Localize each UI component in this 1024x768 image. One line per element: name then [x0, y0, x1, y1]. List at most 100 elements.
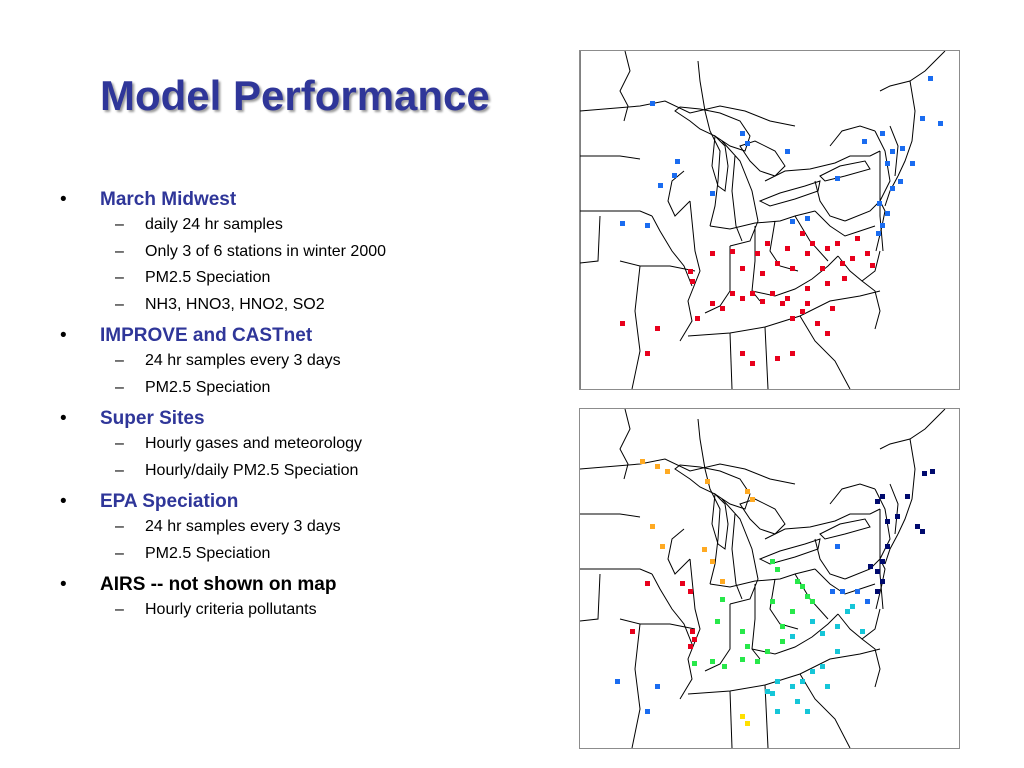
bullet-improve-castnet: • IMPROVE and CASTnet [60, 324, 530, 348]
station-marker [688, 589, 693, 594]
station-marker [810, 241, 815, 246]
bullet-text: AIRS -- not shown on map [100, 574, 337, 595]
station-marker [765, 241, 770, 246]
dash-icon: – [115, 378, 124, 396]
station-marker [715, 619, 720, 624]
station-marker [680, 581, 685, 586]
sub-bullet-text: PM2.5 Speciation [145, 378, 271, 396]
station-marker [865, 599, 870, 604]
station-marker [740, 657, 745, 662]
sub-bullet: – PM2.5 Speciation [60, 541, 530, 568]
station-marker [790, 266, 795, 271]
state-boundaries [580, 51, 946, 389]
station-marker [870, 263, 875, 268]
station-marker [875, 499, 880, 504]
station-marker [820, 664, 825, 669]
station-marker [755, 659, 760, 664]
great-lakes [674, 464, 871, 565]
station-markers [615, 459, 935, 726]
station-marker [820, 631, 825, 636]
station-marker [900, 146, 905, 151]
sub-bullet-text: NH3, HNO3, HNO2, SO2 [145, 295, 325, 313]
sub-bullet: – 24 hr samples every 3 days [60, 514, 530, 541]
station-marker [690, 629, 695, 634]
station-marker [645, 223, 650, 228]
station-marker [855, 236, 860, 241]
station-marker [790, 219, 795, 224]
station-marker [820, 266, 825, 271]
station-marker [760, 299, 765, 304]
station-marker [830, 589, 835, 594]
station-marker [755, 251, 760, 256]
station-marker [920, 116, 925, 121]
station-marker [665, 469, 670, 474]
station-marker [710, 191, 715, 196]
station-marker [850, 604, 855, 609]
station-marker [860, 629, 865, 634]
sub-bullet: – PM2.5 Speciation [60, 265, 530, 292]
station-marker [805, 709, 810, 714]
station-marker [790, 316, 795, 321]
bullet-super-sites: • Super Sites [60, 407, 530, 431]
station-marker [800, 679, 805, 684]
station-marker [770, 291, 775, 296]
station-marker [928, 76, 933, 81]
dash-icon: – [115, 216, 124, 233]
station-marker [775, 261, 780, 266]
station-marker [710, 659, 715, 664]
station-marker [655, 326, 660, 331]
bullet-epa-speciation: • EPA Speciation [60, 490, 530, 514]
station-map-model-performance [579, 408, 960, 749]
dash-icon: – [115, 242, 124, 260]
bullet-text: IMPROVE and CASTnet [100, 325, 313, 346]
station-marker [800, 584, 805, 589]
station-marker [675, 159, 680, 164]
station-marker [835, 649, 840, 654]
station-marker [885, 161, 890, 166]
bullet-text: Super Sites [100, 408, 205, 429]
sub-bullet-text: daily 24 hr samples [145, 216, 283, 233]
station-marker [672, 173, 677, 178]
station-marker [880, 131, 885, 136]
station-marker [915, 524, 920, 529]
station-marker [805, 216, 810, 221]
station-marker [910, 161, 915, 166]
station-markers [620, 76, 943, 366]
station-marker [775, 356, 780, 361]
station-marker [722, 664, 727, 669]
station-marker [862, 139, 867, 144]
bullet-airs: • AIRS -- not shown on map [60, 573, 530, 597]
station-marker [785, 149, 790, 154]
station-marker [890, 186, 895, 191]
station-marker [640, 459, 645, 464]
sub-bullet: – PM2.5 Speciation [60, 375, 530, 402]
station-marker [740, 351, 745, 356]
station-marker [880, 223, 885, 228]
map-performance-svg [580, 409, 946, 748]
station-marker [840, 589, 845, 594]
station-marker [705, 479, 710, 484]
station-marker [855, 589, 860, 594]
station-marker [868, 564, 873, 569]
station-marker [620, 321, 625, 326]
station-marker [795, 699, 800, 704]
dash-icon: – [115, 269, 124, 286]
station-marker [745, 489, 750, 494]
station-marker [885, 211, 890, 216]
sub-bullet-text: Hourly/daily PM2.5 Speciation [145, 461, 359, 479]
station-marker [620, 221, 625, 226]
station-marker [785, 296, 790, 301]
station-marker [615, 679, 620, 684]
station-marker [785, 246, 790, 251]
sub-bullet: – NH3, HNO3, HNO2, SO2 [60, 292, 530, 319]
station-marker [710, 251, 715, 256]
dash-icon: – [115, 518, 124, 535]
sub-bullet-text: Hourly criteria pollutants [145, 601, 317, 618]
sub-bullet: – daily 24 hr samples [60, 212, 530, 239]
station-marker [865, 251, 870, 256]
station-marker [805, 594, 810, 599]
station-map-network [579, 50, 960, 390]
station-marker [880, 579, 885, 584]
sub-bullet-text: 24 hr samples every 3 days [145, 352, 341, 369]
station-marker [885, 544, 890, 549]
